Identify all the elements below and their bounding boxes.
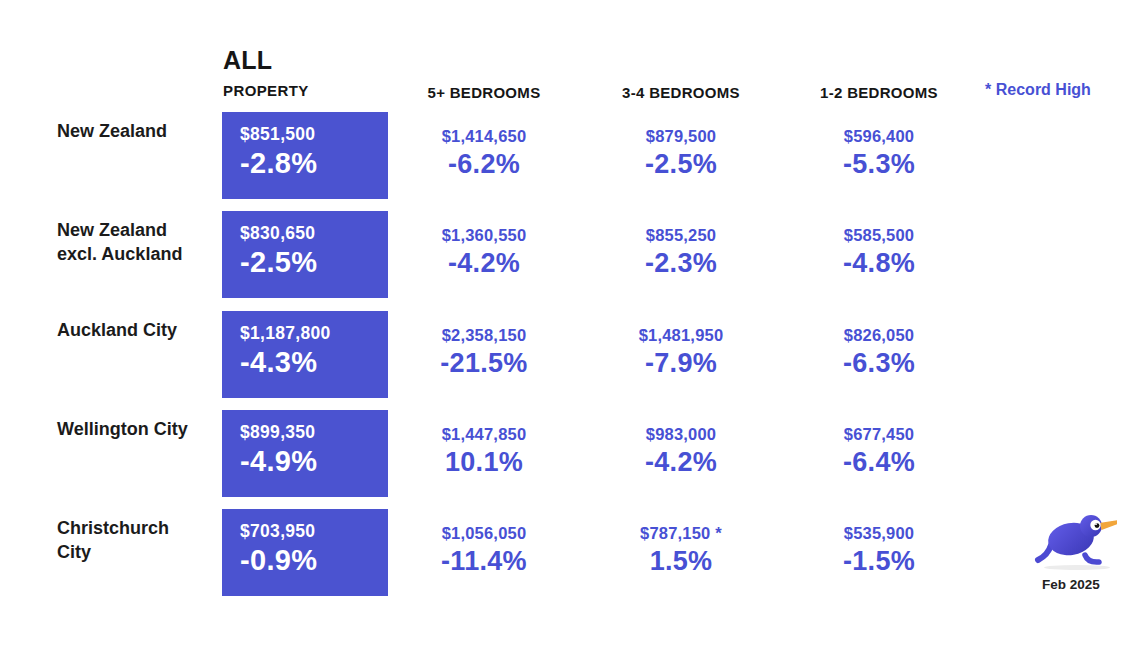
- price-value: $677,450: [779, 425, 979, 444]
- change-value: -2.5%: [240, 246, 388, 279]
- change-value: -4.8%: [779, 248, 979, 279]
- cell-1-2-bedrooms: $826,050 -6.3%: [779, 311, 979, 379]
- price-value: $1,481,950: [581, 326, 781, 345]
- change-value: -4.9%: [240, 445, 388, 478]
- cell-3-4-bedrooms: $1,481,950 -7.9%: [581, 311, 781, 379]
- price-value: $787,150 *: [581, 524, 781, 543]
- region-label: New Zealand excl. Auckland: [57, 219, 207, 267]
- price-value: $1,447,850: [384, 425, 584, 444]
- price-value: $855,250: [581, 226, 781, 245]
- cell-5plus-bedrooms: $2,358,150 -21.5%: [384, 311, 584, 379]
- cell-5plus-bedrooms: $1,447,850 10.1%: [384, 410, 584, 478]
- price-value: $585,500: [779, 226, 979, 245]
- all-property-tile: $851,500 -2.8%: [222, 112, 388, 199]
- cell-1-2-bedrooms: $535,900 -1.5%: [779, 509, 979, 577]
- change-value: -11.4%: [384, 546, 584, 577]
- cell-1-2-bedrooms: $585,500 -4.8%: [779, 211, 979, 279]
- price-value: $1,056,050: [384, 524, 584, 543]
- price-value: $1,187,800: [240, 323, 388, 344]
- change-value: 10.1%: [384, 447, 584, 478]
- cell-3-4-bedrooms: $983,000 -4.2%: [581, 410, 781, 478]
- price-value: $851,500: [240, 124, 388, 145]
- cell-1-2-bedrooms: $596,400 -5.3%: [779, 112, 979, 180]
- price-value: $596,400: [779, 127, 979, 146]
- change-value: -6.2%: [384, 149, 584, 180]
- cell-3-4-bedrooms: $855,250 -2.3%: [581, 211, 781, 279]
- table-row-nz-excl-auckland: New Zealand excl. Auckland $830,650 -2.5…: [0, 211, 1139, 298]
- change-value: -2.8%: [240, 147, 388, 180]
- all-property-tile: $899,350 -4.9%: [222, 410, 388, 497]
- column-header-1-2-bedrooms: 1-2 BEDROOMS: [779, 84, 979, 101]
- table-row-new-zealand: New Zealand $851,500 -2.8% $1,414,650 -6…: [0, 112, 1139, 199]
- column-header-5plus-bedrooms: 5+ BEDROOMS: [384, 84, 584, 101]
- region-label: Auckland City: [57, 319, 207, 343]
- all-property-tile: $703,950 -0.9%: [222, 509, 388, 596]
- price-value: $703,950: [240, 521, 388, 542]
- cell-3-4-bedrooms-record-high: $787,150 * 1.5%: [581, 509, 781, 577]
- change-value: -7.9%: [581, 348, 781, 379]
- table-row-wellington-city: Wellington City $899,350 -4.9% $1,447,85…: [0, 410, 1139, 497]
- change-value: -4.2%: [581, 447, 781, 478]
- region-label: Christchurch City: [57, 517, 207, 565]
- region-label: Wellington City: [57, 418, 207, 442]
- price-value: $830,650: [240, 223, 388, 244]
- price-value: $1,360,550: [384, 226, 584, 245]
- cell-1-2-bedrooms: $677,450 -6.4%: [779, 410, 979, 478]
- change-value: -2.3%: [581, 248, 781, 279]
- price-value: $2,358,150: [384, 326, 584, 345]
- price-value: $879,500: [581, 127, 781, 146]
- change-value: -5.3%: [779, 149, 979, 180]
- column-header-all-property: PROPERTY: [223, 82, 309, 99]
- table-row-christchurch-city: Christchurch City $703,950 -0.9% $1,056,…: [0, 509, 1139, 596]
- price-value: $535,900: [779, 524, 979, 543]
- region-label: New Zealand: [57, 120, 207, 144]
- cell-5plus-bedrooms: $1,056,050 -11.4%: [384, 509, 584, 577]
- property-price-dashboard: ALL PROPERTY 5+ BEDROOMS 3-4 BEDROOMS 1-…: [0, 0, 1139, 663]
- table-row-auckland-city: Auckland City $1,187,800 -4.3% $2,358,15…: [0, 311, 1139, 398]
- change-value: 1.5%: [581, 546, 781, 577]
- change-value: -4.2%: [384, 248, 584, 279]
- change-value: -21.5%: [384, 348, 584, 379]
- price-value: $983,000: [581, 425, 781, 444]
- price-value: $1,414,650: [384, 127, 584, 146]
- column-header-3-4-bedrooms: 3-4 BEDROOMS: [581, 84, 781, 101]
- change-value: -1.5%: [779, 546, 979, 577]
- cell-5plus-bedrooms: $1,414,650 -6.2%: [384, 112, 584, 180]
- change-value: -0.9%: [240, 544, 388, 577]
- price-value: $826,050: [779, 326, 979, 345]
- cell-3-4-bedrooms: $879,500 -2.5%: [581, 112, 781, 180]
- column-header-all: ALL: [223, 46, 272, 75]
- kiwi-bird-icon: [1025, 512, 1117, 572]
- all-property-tile: $830,650 -2.5%: [222, 211, 388, 298]
- change-value: -2.5%: [581, 149, 781, 180]
- period-label: Feb 2025: [1025, 577, 1117, 592]
- change-value: -4.3%: [240, 346, 388, 379]
- change-value: -6.4%: [779, 447, 979, 478]
- record-high-legend: * Record High: [955, 81, 1121, 99]
- price-value: $899,350: [240, 422, 388, 443]
- change-value: -6.3%: [779, 348, 979, 379]
- cell-5plus-bedrooms: $1,360,550 -4.2%: [384, 211, 584, 279]
- all-property-tile: $1,187,800 -4.3%: [222, 311, 388, 398]
